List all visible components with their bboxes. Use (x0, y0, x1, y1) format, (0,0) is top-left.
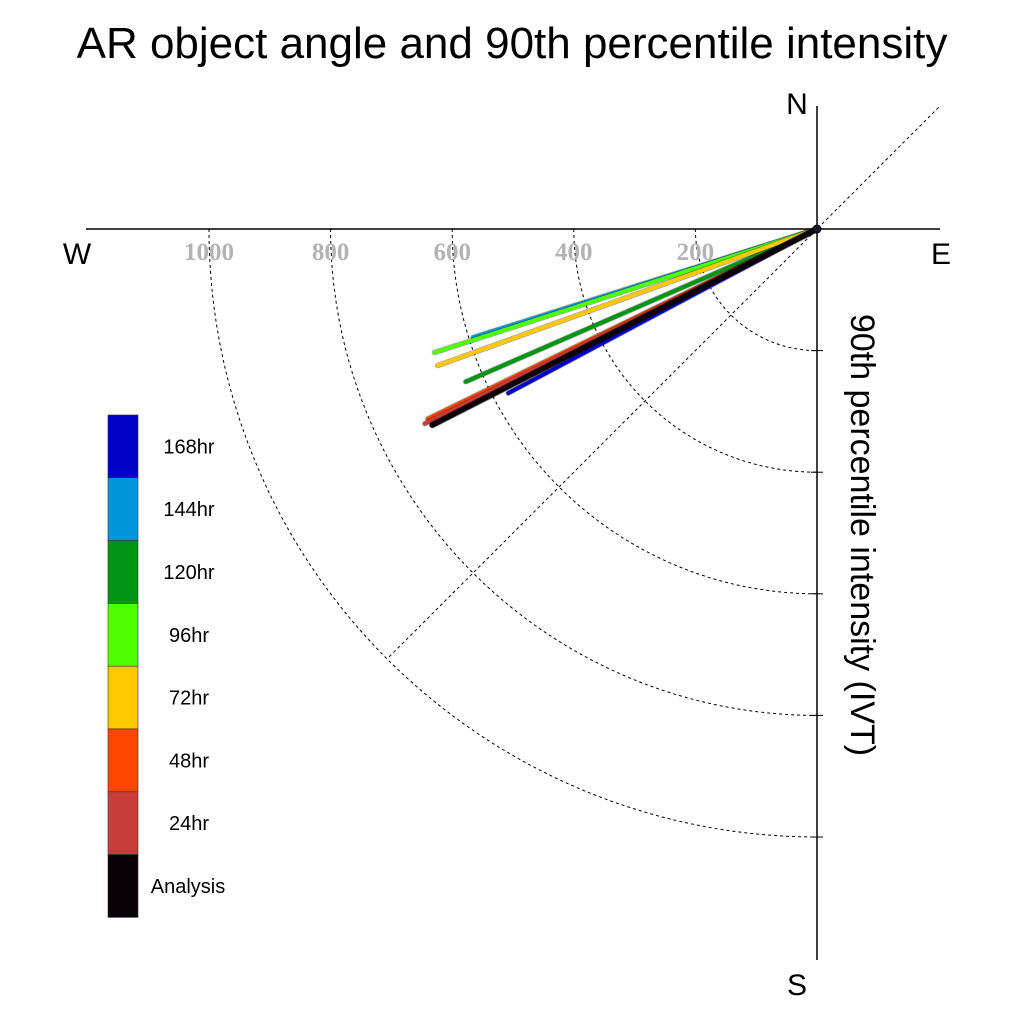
grid-ring-1000 (208, 228, 818, 838)
compass-east: E (931, 238, 951, 271)
polar-grid (208, 107, 939, 838)
vector-line (432, 227, 819, 355)
vector-series (422, 225, 821, 429)
legend-label: 48hr (169, 750, 209, 772)
compass-west: W (63, 238, 92, 271)
legend-label: 144hr (163, 499, 214, 521)
legend-label: 72hr (169, 688, 209, 710)
compass-north: N (786, 88, 808, 121)
legend-swatch (107, 791, 139, 855)
legend-label: 96hr (169, 625, 209, 647)
radial-tick-label: 600 (433, 239, 471, 266)
legend-swatch (107, 540, 139, 604)
legend-swatch (107, 477, 139, 541)
origin-marker (812, 224, 822, 234)
grid-ring-800 (330, 228, 818, 716)
grid-ring-200 (694, 228, 818, 352)
radial-axis-label: 90th percentile intensity (IVT) (843, 314, 881, 756)
legend-label: 24hr (169, 813, 209, 835)
radial-tick-label: 1000 (184, 239, 234, 266)
legend-swatch (107, 665, 139, 730)
vector-line (429, 226, 820, 428)
legend-swatch (107, 603, 139, 667)
legend-swatch (107, 414, 139, 479)
legend-swatch (107, 728, 139, 793)
vector-line (463, 227, 819, 384)
radial-tick-label: 800 (312, 239, 350, 266)
compass-south: S (787, 969, 807, 1002)
compass-axes (86, 106, 940, 960)
legend-swatch (107, 854, 139, 918)
legend-label: 120hr (163, 562, 214, 584)
legend: 168hr 144hr 120hr 96hr 72hr 48hr 24hr Analysis (107, 414, 225, 918)
legend-label: 168hr (163, 436, 214, 458)
grid-ring-600 (451, 228, 818, 595)
grid-diagonal (386, 107, 939, 660)
radial-tick-label: 400 (555, 239, 593, 266)
vector-line (435, 227, 819, 368)
legend-label: Analysis (151, 876, 225, 898)
chart-title: AR object angle and 90th percentile inte… (77, 19, 948, 68)
grid-ring-400 (573, 228, 818, 473)
